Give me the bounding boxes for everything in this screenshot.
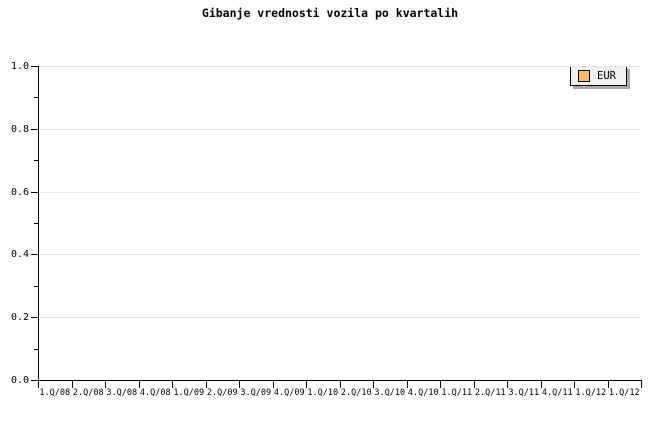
x-tick <box>206 381 207 388</box>
x-tick <box>574 381 575 388</box>
y-minor-tick <box>34 160 38 161</box>
legend-swatch-eur <box>578 69 590 82</box>
x-tick-label: 3.Q/10 <box>374 388 406 398</box>
y-tick-label: 0.4 <box>10 249 29 260</box>
y-minor-tick <box>34 349 38 350</box>
x-tick-label: 1.Q/09 <box>173 388 205 398</box>
y-minor-tick <box>34 223 38 224</box>
x-tick <box>239 381 240 388</box>
x-tick-label: 1.Q/11 <box>441 388 473 398</box>
x-tick <box>407 381 408 388</box>
x-tick-label: 3.Q/09 <box>240 388 272 398</box>
y-tick-label: 0.6 <box>10 187 29 198</box>
y-major-tick <box>31 129 38 130</box>
y-tick-label: 0.0 <box>10 375 29 386</box>
x-axis-line <box>38 380 642 381</box>
legend: EUR <box>570 66 627 86</box>
x-tick <box>507 381 508 388</box>
x-tick-label: 2.Q/11 <box>474 388 506 398</box>
x-tick <box>72 381 73 388</box>
gridline-y-1 <box>38 66 641 67</box>
x-tick-label: 3.Q/08 <box>106 388 138 398</box>
x-tick-label: 1.Q/12 <box>608 388 640 398</box>
y-tick-label: 1.0 <box>10 61 29 72</box>
y-major-tick <box>31 66 38 67</box>
x-tick-label: 2.Q/08 <box>72 388 104 398</box>
x-tick <box>340 381 341 388</box>
x-tick-label: 1.Q/10 <box>307 388 339 398</box>
y-major-tick <box>31 380 38 381</box>
gridline-y-0.6 <box>38 192 641 193</box>
y-minor-tick <box>34 286 38 287</box>
gridline-y-0.8 <box>38 129 641 130</box>
x-tick-label: 1.Q/12 <box>575 388 607 398</box>
x-tick-label: 3.Q/11 <box>508 388 540 398</box>
y-tick-label: 0.8 <box>10 124 29 135</box>
legend-label: EUR <box>597 69 616 82</box>
x-tick-label: 4.Q/09 <box>273 388 305 398</box>
y-major-tick <box>31 254 38 255</box>
x-tick <box>139 381 140 388</box>
x-tick-label: 4.Q/11 <box>541 388 573 398</box>
x-tick <box>373 381 374 388</box>
x-tick <box>306 381 307 388</box>
y-tick-label: 0.2 <box>10 312 29 323</box>
x-tick <box>440 381 441 388</box>
x-tick-label: 4.Q/08 <box>139 388 171 398</box>
x-tick <box>105 381 106 388</box>
x-tick-label: 2.Q/10 <box>340 388 372 398</box>
x-tick-label: 1.Q/08 <box>39 388 71 398</box>
x-tick <box>541 381 542 388</box>
gridline-y-0.2 <box>38 317 641 318</box>
chart-title: Gibanje vrednosti vozila po kvartalih <box>201 6 459 20</box>
x-tick-label: 4.Q/10 <box>407 388 439 398</box>
gridline-y-0.4 <box>38 254 641 255</box>
x-tick <box>641 381 642 388</box>
y-major-tick <box>31 192 38 193</box>
x-tick-label: 2.Q/09 <box>206 388 238 398</box>
y-axis-line <box>38 66 39 381</box>
x-tick <box>273 381 274 388</box>
x-tick <box>474 381 475 388</box>
x-tick <box>38 381 39 388</box>
x-tick <box>608 381 609 388</box>
x-tick <box>172 381 173 388</box>
y-minor-tick <box>34 97 38 98</box>
y-major-tick <box>31 317 38 318</box>
